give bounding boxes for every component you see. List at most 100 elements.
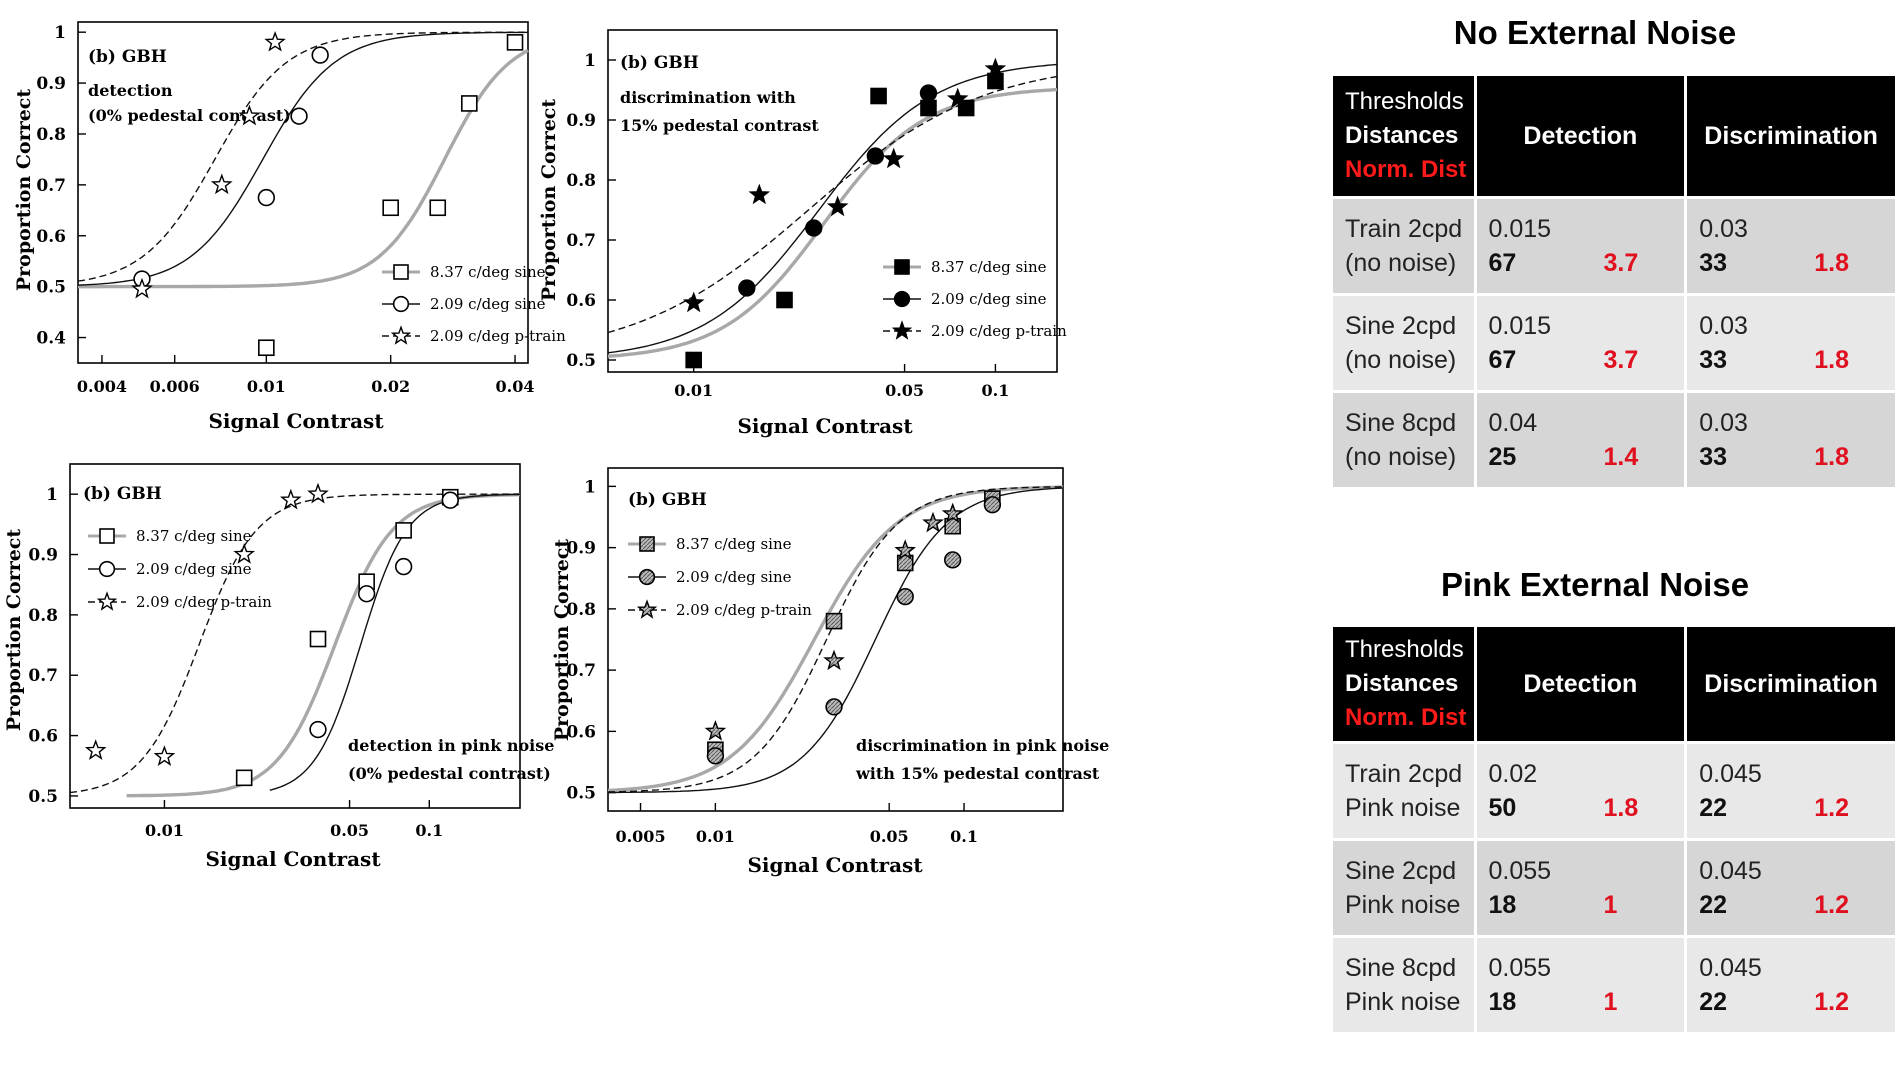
row-name: Sine 2cpd (no noise) [1333,296,1474,390]
threshold-value: 0.04 [1488,409,1538,437]
fit-curve-2-09-c-deg-sine [607,63,1058,354]
threshold-value: 0.045 [1699,954,1762,982]
chart-discrimination-no-noise: 0.5 0.6 0.7 0.8 0.9 1 0.01 0.05 0.1 Signal Contra… [538,0,1300,540]
legend-marker [392,295,410,313]
x-tick-label: 0.05 [885,381,924,400]
data-point [131,277,153,299]
y-tick-label: 0.8 [566,171,596,191]
legend-label: 2.09 c/deg sine [136,560,252,578]
row-name-line1: Train 2cpd [1345,215,1463,243]
x-tick-label: 0.01 [696,827,735,846]
data-point [946,87,969,109]
x-tick-label: 0.1 [950,827,978,846]
y-tick-label: 0.5 [566,784,596,804]
y-tick-label: 0.8 [36,125,66,145]
norm-dist-value: 1.8 [1814,443,1850,471]
x-axis-label: Signal Contrast [747,853,923,877]
distance-value: 22 [1699,988,1728,1016]
row-name: Train 2cpd (no noise) [1333,199,1474,293]
row-name-line1: Sine 8cpd [1345,409,1457,437]
legend-label: 2.09 c/deg sine [931,290,1047,308]
x-tick-label: 0.01 [674,381,713,400]
annotation-text: detection in pink noise [348,736,554,755]
row-name-line1: Sine 2cpd [1345,857,1457,885]
y-tick-label: 1 [584,51,596,71]
chart-discrimination-pink-noise: 0.5 0.6 0.7 0.8 0.9 1 0.005 0.01 0.05 0.1 Signal C… [551,467,1300,1069]
table-row: Sine 8cpd Pink noise 0.055 18 1 0.045 22 1.2 [1333,938,1895,1032]
panel-label: (b) GBH [628,490,707,510]
y-axis-label: Proportion Correct [551,539,573,742]
y-tick-label: 0.8 [566,600,596,620]
data-point [264,30,286,52]
threshold-value: 0.045 [1699,760,1762,788]
y-tick-label: 0.5 [36,278,66,298]
threshold-value: 0.055 [1488,954,1552,982]
row-name-line2: Pink noise [1345,794,1461,822]
detection-cell: 0.015 67 3.7 [1476,296,1685,390]
fit-curve-2-09-c-deg-p-train [607,75,1058,334]
detection-cell: 0.04 25 1.4 [1476,393,1685,487]
y-tick-label: 0.7 [36,176,66,196]
x-axis-label: Signal Contrast [737,414,913,438]
chart-svg: 0.5 0.6 0.7 0.8 0.9 1 0.01 0.05 0.1 Signal Contra… [3,463,554,871]
y-tick-label: 1 [46,485,58,505]
discrimination-cell: 0.03 33 1.8 [1687,199,1895,293]
legend-label: 2.09 c/deg p-train [430,327,566,345]
legend-label: 2.09 c/deg p-train [676,601,812,619]
data-point [738,279,756,297]
x-tick-label: 0.1 [415,821,443,840]
data-point [825,698,843,716]
legend-label: 2.09 c/deg p-train [136,593,272,611]
legend-label: 2.09 c/deg sine [676,568,792,586]
norm-dist-value: 1.2 [1814,988,1850,1016]
data-point [258,339,275,357]
x-tick-label: 0.006 [150,377,200,396]
annotation-text: discrimination with [620,88,796,107]
data-point [870,87,887,105]
y-tick-label: 0.9 [566,111,596,131]
data-point [210,173,233,195]
discrimination-cell: 0.03 33 1.8 [1687,393,1895,487]
data-point [919,84,938,102]
data-point [685,351,702,369]
distance-value: 22 [1699,794,1728,822]
distance-value: 33 [1699,249,1728,277]
y-axis-label: Proportion Correct [13,89,35,292]
threshold-value: 0.015 [1488,215,1552,243]
header-distances: Distances [1345,670,1459,697]
plot-frame [69,463,521,809]
x-axis-label: Signal Contrast [208,409,384,433]
legend-label: 2.09 c/deg p-train [931,322,1067,340]
data-point [395,522,412,539]
y-tick-label: 0.6 [566,291,596,311]
x-axis-label: Signal Contrast [205,847,381,871]
data-point [233,543,256,564]
table-row: Sine 2cpd Pink noise 0.055 18 1 0.045 22 1.2 [1333,841,1895,935]
header-norm-dist: Norm. Dist [1345,704,1467,731]
table-row: Sine 8cpd (no noise) 0.04 25 1.4 0.03 33 1.8 [1333,393,1895,487]
y-tick-label: 0.6 [28,727,58,747]
annotation-text: with 15% pedestal contrast [855,764,1100,783]
data-point [257,188,276,207]
annotation-text: discrimination in pink noise [856,736,1109,755]
discrimination-cell: 0.045 22 1.2 [1687,938,1895,1032]
fit-curve-2-09-c-deg-sine [77,31,529,286]
threshold-value: 0.015 [1488,312,1552,340]
fit-curve-2-09-c-deg-sine [269,493,520,791]
legend-marker [639,536,655,552]
norm-dist-value: 3.7 [1603,346,1639,374]
y-tick-label: 1 [584,477,596,497]
data-point [826,195,849,217]
y-tick-label: 0.6 [36,227,66,247]
x-tick-label: 0.05 [870,827,909,846]
thresholds-table-pink-noise: Thresholds Distances Norm. Dist Detectio… [1330,624,1898,1035]
table-title-no-noise: No External Noise [1453,14,1737,51]
data-point [704,719,727,741]
y-tick-label: 0.5 [28,787,58,807]
legend-marker [893,290,911,308]
data-point [357,585,376,603]
plot-frame [607,29,1058,373]
discrimination-cell: 0.03 33 1.8 [1687,296,1895,390]
table-row: Train 2cpd Pink noise 0.02 50 1.8 0.045 22 1.… [1333,744,1895,838]
chart-detection-no-noise: 0.4 0.5 0.6 0.7 0.8 0.9 1 0.004 0.006 0.01 0.02 0.0… [0,0,650,530]
